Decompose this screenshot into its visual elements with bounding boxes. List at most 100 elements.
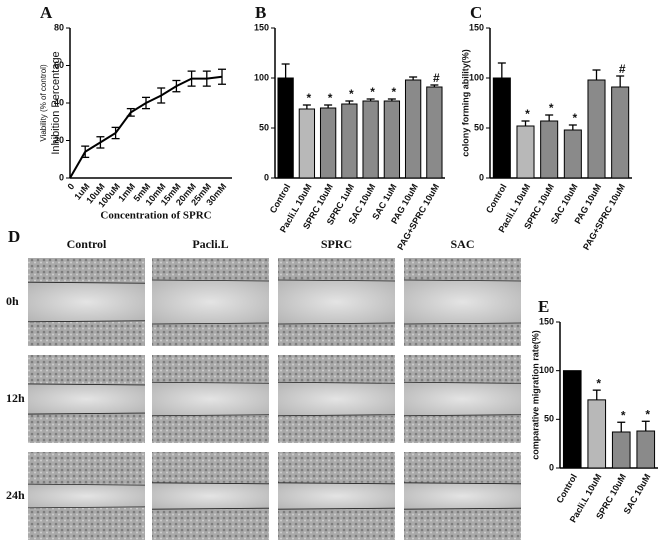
wound-edge	[403, 381, 522, 384]
error-bar	[497, 62, 506, 78]
y-axis-label: comparative migration rate(%)	[530, 330, 540, 460]
significance-marker: *	[392, 85, 397, 99]
migration-images: Control Pacli.L SPRC SAC 0h 12h 24h	[6, 237, 522, 540]
significance-marker: *	[525, 107, 530, 121]
significance-marker: #	[619, 62, 626, 76]
bar	[362, 100, 379, 179]
error-bar	[302, 104, 311, 109]
wound-edge	[277, 381, 396, 384]
error-bar	[409, 76, 418, 80]
bar	[341, 103, 358, 179]
panel-letter: E	[538, 297, 549, 316]
y-tick-label: 0	[59, 172, 64, 182]
y-tick-label: 100	[254, 72, 269, 82]
y-tick-label: 20	[54, 135, 64, 145]
error-bar	[111, 126, 120, 140]
wound-edge	[403, 279, 522, 282]
wound-edge	[27, 483, 146, 486]
error-bar	[345, 100, 354, 104]
bar	[587, 399, 607, 469]
y-axis-label: Viability (% of control)	[39, 64, 48, 142]
wound-area	[152, 280, 269, 324]
y-tick-label: 150	[539, 316, 554, 326]
bar	[492, 77, 511, 179]
wound-edge	[403, 482, 522, 485]
wound-area	[28, 282, 145, 322]
x-axis-label: Concentration of SPRC	[100, 210, 211, 222]
significance-marker: *	[572, 111, 577, 125]
significance-marker: *	[307, 91, 312, 105]
wound-edge	[151, 482, 270, 485]
bar	[562, 370, 582, 469]
wound-edge	[277, 279, 396, 282]
bar	[404, 79, 422, 179]
y-tick-label: 0	[479, 172, 484, 182]
error-bar	[96, 136, 105, 149]
wound-edge	[277, 507, 396, 510]
wound-area	[278, 280, 395, 324]
bar	[611, 431, 631, 469]
error-bar	[187, 70, 196, 87]
wound-area	[28, 383, 145, 415]
significance-marker: *	[549, 101, 554, 115]
error-bar	[592, 389, 601, 400]
wound-edge	[277, 414, 396, 417]
wound-edge	[277, 322, 396, 325]
row-header: 12h	[6, 391, 25, 405]
x-tick-label: Control	[554, 472, 579, 505]
significance-marker: *	[328, 91, 333, 105]
y-axis-label: Inhibition Percentage	[50, 51, 62, 154]
wound-edge	[151, 507, 270, 510]
wound-area	[152, 482, 269, 510]
wound-area	[28, 484, 145, 508]
bar	[563, 129, 582, 179]
wound-edge	[151, 414, 270, 417]
significance-marker: *	[645, 407, 650, 421]
x-tick-label: 0	[65, 181, 76, 191]
y-tick-label: 50	[474, 122, 484, 132]
bar	[319, 107, 337, 179]
error-bar	[592, 69, 601, 80]
error-bar	[366, 98, 375, 101]
wound-area	[404, 280, 521, 324]
panel-letter: B	[255, 3, 266, 22]
y-tick-label: 150	[469, 22, 484, 32]
panel-letter: D	[8, 227, 20, 246]
error-bar	[545, 114, 554, 121]
row-header: 24h	[6, 488, 25, 502]
y-tick-label: 100	[539, 365, 554, 375]
wound-area	[278, 382, 395, 416]
error-bar	[202, 70, 211, 87]
wound-edge	[277, 482, 396, 485]
significance-marker: *	[370, 85, 375, 99]
error-bar	[521, 120, 530, 126]
significance-marker: *	[621, 408, 626, 422]
y-tick-label: 100	[469, 72, 484, 82]
error-bar	[324, 104, 333, 108]
y-tick-label: 40	[54, 97, 64, 107]
error-bar	[126, 107, 135, 117]
wound-edge	[151, 322, 270, 325]
error-bar	[616, 75, 625, 87]
line	[69, 75, 223, 179]
y-tick-label: 0	[264, 172, 269, 182]
wound-edge	[27, 281, 146, 284]
error-bar	[568, 124, 577, 130]
y-tick-label: 60	[54, 60, 64, 70]
significance-marker: *	[349, 87, 354, 101]
wound-area	[404, 382, 521, 416]
y-tick-label: 0	[549, 462, 554, 472]
error-bar	[617, 421, 626, 432]
wound-edge	[403, 322, 522, 325]
significance-marker: *	[596, 376, 601, 390]
wound-edge	[27, 383, 146, 386]
bar	[383, 100, 401, 179]
error-bar	[157, 87, 166, 104]
error-bar	[218, 68, 226, 85]
error-bar	[281, 63, 290, 78]
bar	[516, 125, 535, 179]
error-bar	[81, 145, 90, 159]
column-header: Pacli.L	[192, 237, 228, 251]
y-tick-label: 150	[254, 22, 269, 32]
